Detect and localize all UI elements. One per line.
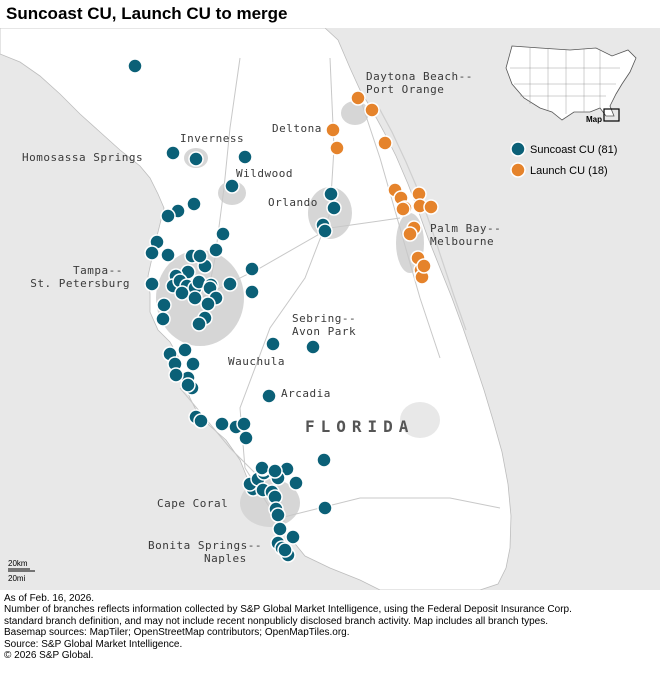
suncoast-branch-marker — [244, 284, 260, 300]
suncoast-branch-marker — [270, 507, 286, 523]
suncoast-branch-marker — [238, 430, 254, 446]
city-label-orlando: Orlando — [268, 196, 318, 209]
launch-branch-marker — [402, 226, 418, 242]
city-label-wildwood: Wildwood — [236, 167, 293, 180]
suncoast-branch-marker — [222, 276, 238, 292]
city-labels: Daytona Beach-- Port Orange Deltona Inve… — [22, 70, 508, 565]
launch-branch-marker — [325, 122, 341, 138]
suncoast-branch-marker — [144, 245, 160, 261]
suncoast-branch-marker — [288, 475, 304, 491]
suncoast-branch-marker — [192, 248, 208, 264]
suncoast-branch-marker — [160, 247, 176, 263]
suncoast-branch-marker — [323, 186, 339, 202]
inset-map-label: Map — [586, 115, 602, 124]
legend-swatch-launch — [510, 162, 526, 178]
suncoast-branch-marker — [277, 542, 293, 558]
inset-highlight-box — [603, 108, 620, 122]
suncoast-branch-marker — [236, 416, 252, 432]
suncoast-branch-marker — [305, 339, 321, 355]
launch-branch-marker — [350, 90, 366, 106]
footer-line: As of Feb. 16, 2026. — [4, 593, 95, 604]
map-legend: Suncoast CU (81) Launch CU (18) — [510, 141, 617, 178]
suncoast-branch-marker — [254, 460, 270, 476]
suncoast-branch-marker — [160, 208, 176, 224]
suncoast-branch-markers — [127, 58, 342, 563]
footer-notes: As of Feb. 16, 2026. Number of branches … — [4, 593, 656, 661]
city-label-palm-bay: Palm Bay-- Melbourne — [430, 222, 508, 248]
launch-branch-marker — [329, 140, 345, 156]
suncoast-branch-marker — [155, 311, 171, 327]
city-label-tampa: Tampa-- St. Petersburg — [30, 264, 130, 290]
suncoast-branch-marker — [265, 336, 281, 352]
scale-bar: 20km 20mi — [8, 559, 35, 583]
suncoast-branch-marker — [174, 285, 190, 301]
legend-label-launch: Launch CU (18) — [530, 165, 608, 177]
legend-swatch-suncoast — [510, 141, 526, 157]
scale-label-mi: 20mi — [8, 574, 26, 583]
footer-line: standard branch definition, and may not … — [4, 615, 549, 627]
city-label-wauchula: Wauchula — [228, 355, 285, 368]
suncoast-branch-marker — [326, 200, 342, 216]
footer-line: Basemap sources: MapTiler; OpenStreetMap… — [4, 627, 350, 639]
suncoast-branch-marker — [168, 367, 184, 383]
suncoast-branch-marker — [237, 149, 253, 165]
city-label-inverness: Inverness — [180, 132, 244, 145]
suncoast-branch-marker — [188, 151, 204, 167]
suncoast-branch-marker — [156, 297, 172, 313]
suncoast-branch-marker — [165, 145, 181, 161]
city-label-arcadia: Arcadia — [281, 387, 331, 400]
suncoast-branch-marker — [285, 529, 301, 545]
launch-branch-marker — [364, 102, 380, 118]
launch-branch-markers — [325, 90, 439, 285]
suncoast-branch-marker — [267, 463, 283, 479]
lake-okeechobee — [400, 402, 440, 438]
florida-map: FLORIDA Daytona Beach-- Port Orange Delt… — [0, 28, 660, 590]
legend-label-suncoast: Suncoast CU (81) — [530, 144, 617, 156]
state-label: FLORIDA — [305, 417, 414, 436]
scale-label-km: 20km — [8, 559, 28, 568]
city-label-sebring: Sebring-- Avon Park — [292, 312, 363, 338]
suncoast-branch-marker — [214, 416, 230, 432]
suncoast-branch-marker — [187, 290, 203, 306]
city-label-bonita: Bonita Springs-- Naples — [148, 539, 269, 565]
suncoast-branch-marker — [144, 276, 160, 292]
suncoast-branch-marker — [215, 226, 231, 242]
us-inset-map: Map — [505, 45, 637, 124]
suncoast-branch-marker — [208, 242, 224, 258]
footer-line: Source: S&P Global Market Intelligence. — [4, 638, 183, 650]
suncoast-branch-marker — [177, 342, 193, 358]
us-outline — [505, 45, 637, 121]
launch-branch-marker — [423, 199, 439, 215]
footer-line: © 2026 S&P Global. — [4, 650, 94, 662]
city-label-daytona: Daytona Beach-- Port Orange — [366, 70, 480, 96]
city-label-cape-coral: Cape Coral — [157, 497, 228, 510]
suncoast-branch-marker — [193, 413, 209, 429]
suncoast-branch-marker — [127, 58, 143, 74]
map-canvas: FLORIDA Daytona Beach-- Port Orange Delt… — [0, 28, 660, 590]
suncoast-branch-marker — [186, 196, 202, 212]
city-label-homosassa: Homosassa Springs — [22, 151, 143, 164]
suncoast-branch-marker — [224, 178, 240, 194]
suncoast-branch-marker — [244, 261, 260, 277]
suncoast-branch-marker — [180, 377, 196, 393]
city-label-deltona: Deltona — [272, 122, 322, 135]
suncoast-branch-marker — [272, 521, 288, 537]
suncoast-branch-marker — [317, 223, 333, 239]
suncoast-branch-marker — [317, 500, 333, 516]
map-title: Suncoast CU, Launch CU to merge — [6, 4, 288, 23]
launch-branch-marker — [416, 258, 432, 274]
suncoast-branch-marker — [200, 296, 216, 312]
us-state-lines — [510, 48, 620, 114]
footer-line: Number of branches reflects information … — [4, 604, 572, 616]
launch-branch-marker — [395, 201, 411, 217]
suncoast-branch-marker — [185, 356, 201, 372]
suncoast-branch-marker — [191, 316, 207, 332]
suncoast-branch-marker — [261, 388, 277, 404]
launch-branch-marker — [377, 135, 393, 151]
suncoast-branch-marker — [316, 452, 332, 468]
